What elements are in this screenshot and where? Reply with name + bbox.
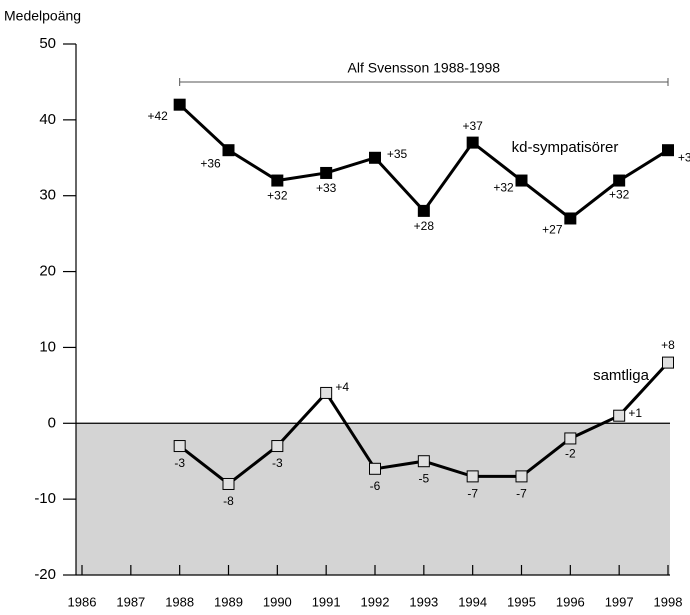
x-tick-label: 1998 bbox=[654, 594, 683, 609]
y-tick-label: 50 bbox=[39, 35, 56, 52]
point bbox=[515, 174, 528, 187]
series-label: kd-sympatisörer bbox=[512, 139, 619, 156]
value-label: +33 bbox=[316, 181, 337, 195]
value-label: +35 bbox=[387, 147, 408, 161]
y-axis-label: Medelpoäng bbox=[4, 8, 81, 24]
x-tick-label: 1994 bbox=[458, 594, 487, 609]
y-tick-label: 20 bbox=[39, 263, 56, 280]
point bbox=[417, 204, 430, 217]
value-label: +1 bbox=[628, 406, 642, 420]
value-label: +32 bbox=[267, 189, 288, 203]
x-tick-label: 1995 bbox=[507, 594, 536, 609]
value-label: -5 bbox=[418, 471, 429, 485]
y-tick-label: 40 bbox=[39, 111, 56, 128]
value-label: -2 bbox=[565, 447, 576, 461]
value-label: +32 bbox=[609, 188, 630, 202]
x-tick-label: 1988 bbox=[165, 594, 194, 609]
point bbox=[613, 409, 626, 422]
y-tick-label: -10 bbox=[34, 490, 56, 507]
x-tick-label: 1992 bbox=[361, 594, 390, 609]
y-tick-label: 10 bbox=[39, 338, 56, 355]
series-label: samtliga bbox=[593, 367, 650, 384]
point bbox=[271, 440, 284, 453]
value-label: +36 bbox=[678, 150, 690, 164]
point bbox=[320, 166, 333, 179]
value-label: -8 bbox=[223, 494, 234, 508]
point bbox=[320, 386, 333, 399]
negative-area bbox=[76, 423, 670, 575]
x-tick-label: 1997 bbox=[605, 594, 634, 609]
value-label: +42 bbox=[147, 109, 168, 123]
x-tick-label: 1991 bbox=[312, 594, 341, 609]
value-label: +36 bbox=[200, 156, 221, 170]
point bbox=[173, 440, 186, 453]
x-tick-label: 1987 bbox=[116, 594, 145, 609]
point bbox=[466, 470, 479, 483]
value-label: -3 bbox=[174, 456, 185, 470]
x-tick-label: 1993 bbox=[409, 594, 438, 609]
annotation: Alf Svensson 1988-1998 bbox=[348, 60, 501, 76]
value-label: +32 bbox=[493, 181, 514, 195]
y-tick-label: 30 bbox=[39, 187, 56, 204]
point bbox=[564, 212, 577, 225]
x-tick-label: 1986 bbox=[68, 594, 97, 609]
point bbox=[369, 462, 381, 475]
point bbox=[271, 174, 284, 187]
point bbox=[466, 136, 479, 149]
x-tick-label: 1996 bbox=[556, 594, 585, 609]
y-tick-label: 0 bbox=[48, 414, 56, 431]
point bbox=[417, 455, 430, 468]
value-label: -6 bbox=[370, 479, 381, 493]
y-tick-label: -20 bbox=[34, 566, 56, 583]
point bbox=[173, 98, 186, 111]
point bbox=[662, 144, 674, 157]
value-label: +27 bbox=[542, 223, 563, 237]
point bbox=[662, 356, 674, 369]
value-label: +8 bbox=[661, 338, 675, 352]
point bbox=[369, 151, 381, 164]
point bbox=[222, 144, 235, 157]
point bbox=[222, 477, 235, 490]
x-tick-label: 1990 bbox=[263, 594, 292, 609]
point bbox=[613, 174, 626, 187]
x-tick-label: 1989 bbox=[214, 594, 243, 609]
value-label: +4 bbox=[335, 380, 349, 394]
value-label: -7 bbox=[467, 487, 478, 501]
point bbox=[515, 470, 528, 483]
value-label: -7 bbox=[516, 487, 527, 501]
point bbox=[564, 432, 577, 445]
series-line bbox=[178, 103, 669, 221]
value-label: +28 bbox=[414, 219, 435, 233]
value-label: +37 bbox=[462, 119, 483, 133]
value-label: -3 bbox=[272, 456, 283, 470]
